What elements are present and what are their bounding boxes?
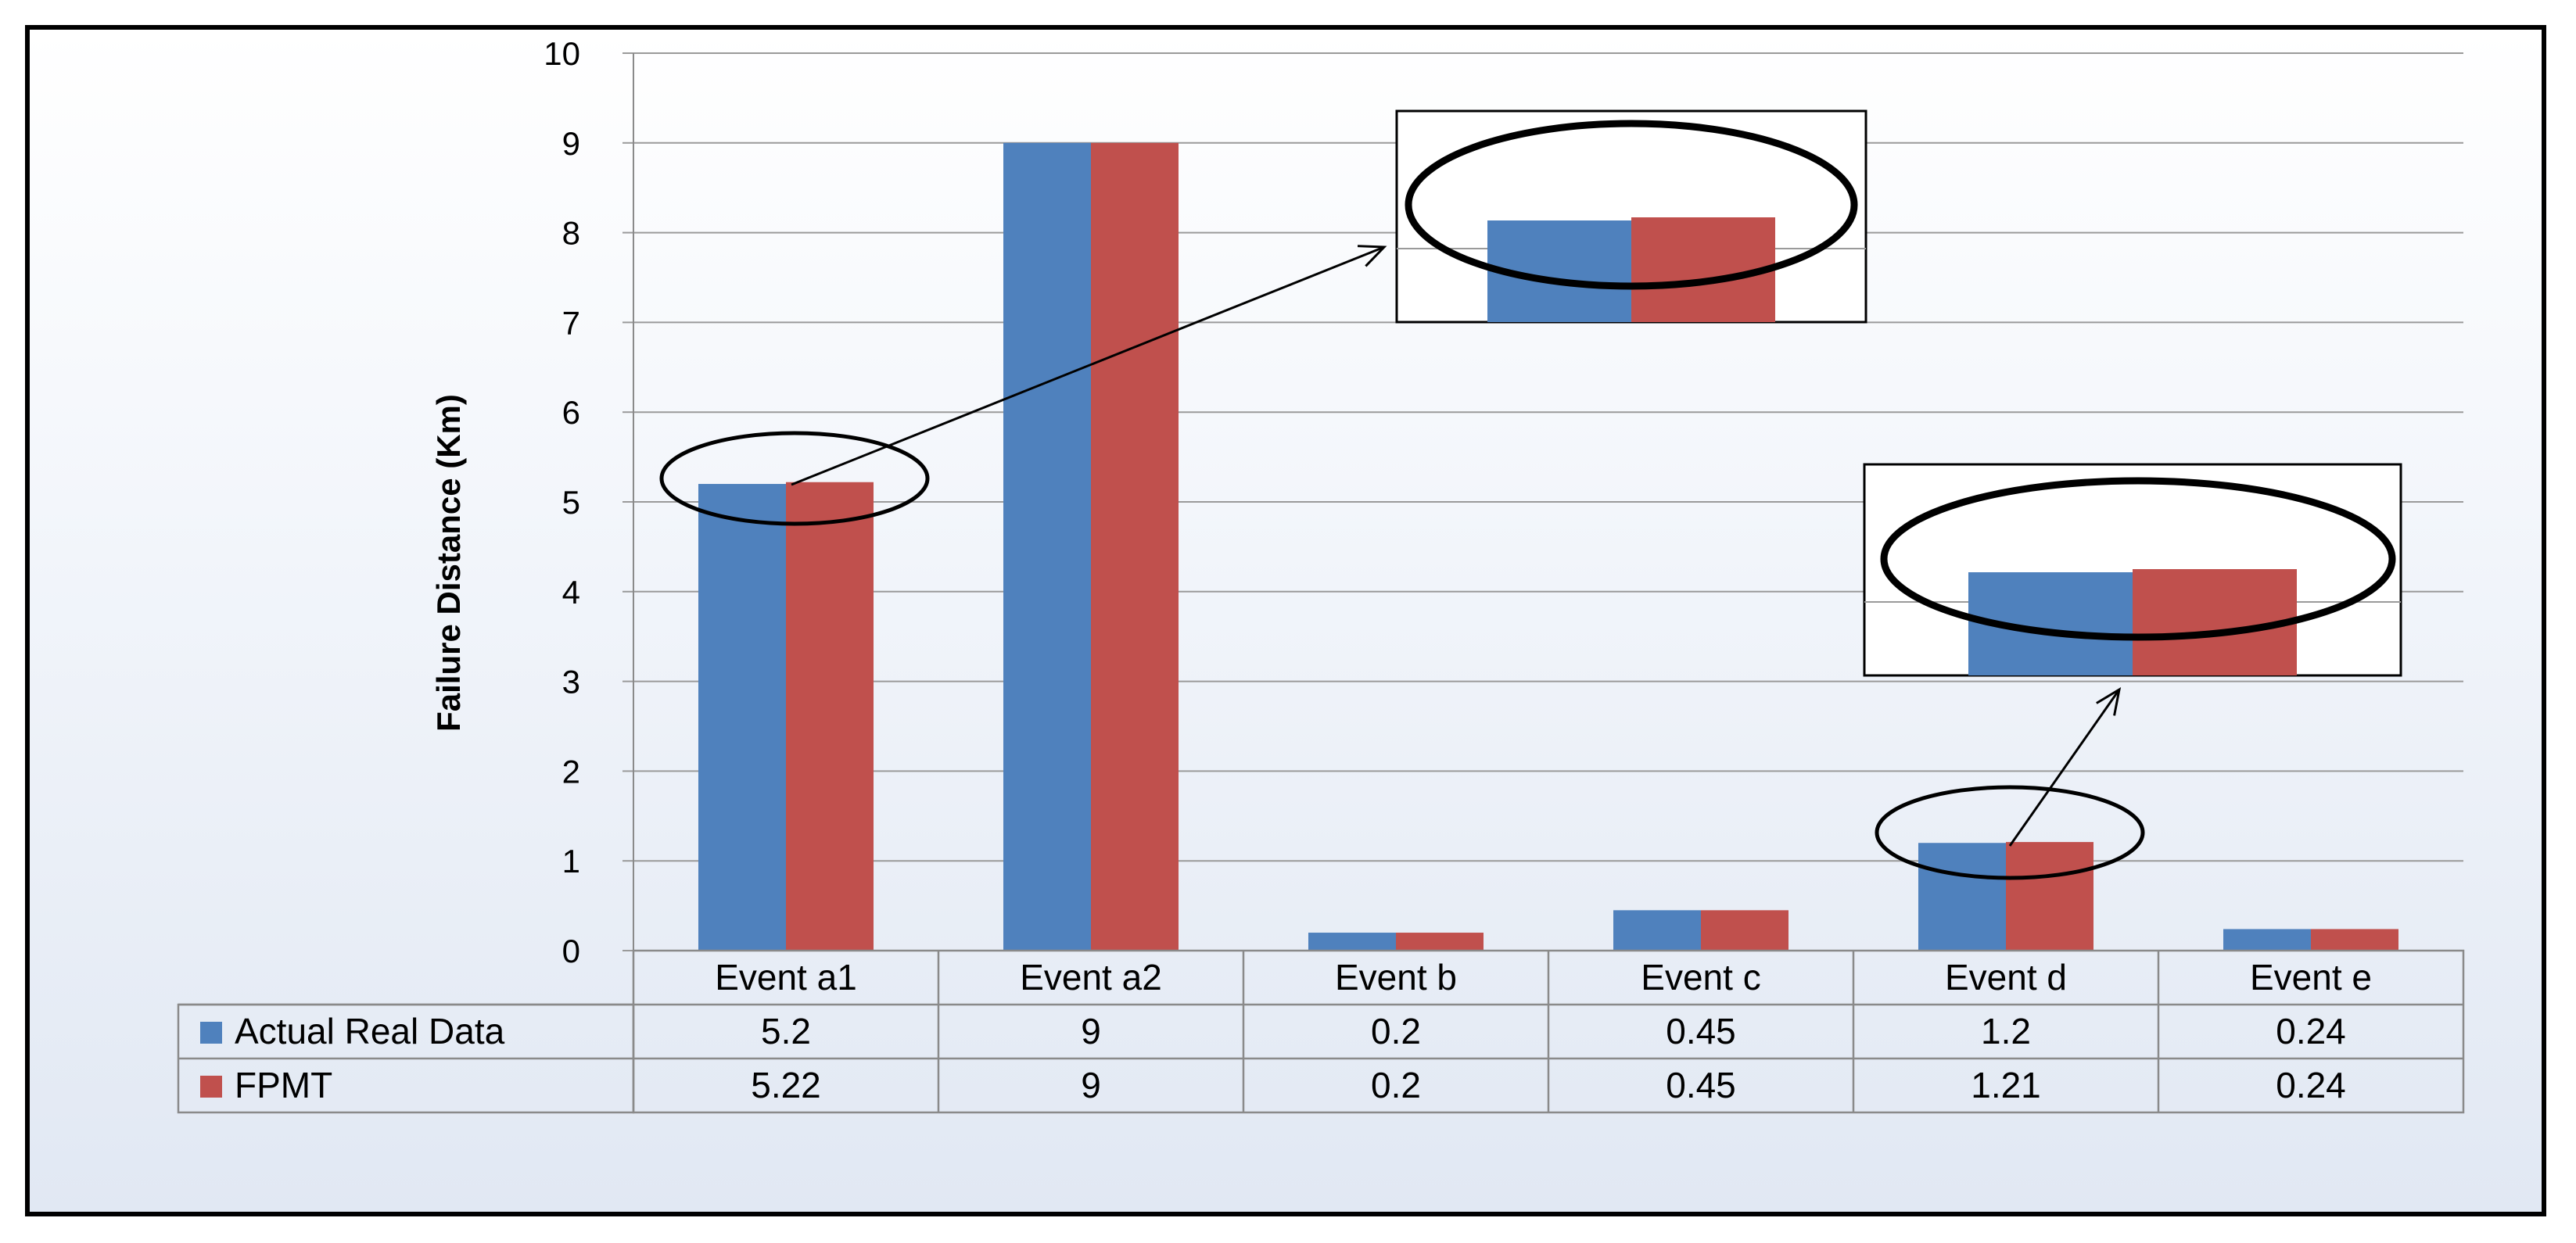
y-tick-label: 9	[562, 125, 580, 162]
bar-actual-real-data-3	[1308, 933, 1396, 951]
y-tick-label: 10	[544, 35, 580, 72]
y-axis-label: Failure Distance (Km)	[430, 394, 467, 732]
x-category-label: Event a2	[1020, 957, 1162, 998]
y-tick-label: 5	[562, 484, 580, 521]
y-tick-label: 6	[562, 394, 580, 431]
zoom-ellipse	[1880, 477, 2396, 641]
arrow-line	[2008, 689, 2121, 847]
bar-fpmt-5	[2006, 842, 2093, 951]
highlight-ellipse	[1875, 785, 2145, 880]
inset-bar-fpmt	[2133, 569, 2297, 675]
bar-actual-real-data-5	[1918, 843, 2006, 951]
table-value: 1.21	[1971, 1065, 2041, 1105]
inset-bar-fpmt	[1631, 217, 1775, 322]
y-tick-label: 4	[562, 574, 580, 611]
bar-fpmt-3	[1396, 933, 1484, 951]
x-category-label: Event b	[1335, 957, 1457, 998]
x-category-label: Event d	[1945, 957, 2067, 998]
table-value: 0.2	[1371, 1011, 1421, 1051]
y-tick-label: 3	[562, 664, 580, 700]
y-axis-ticks: 0 1 2 3 4 5 6 7 8 9 10	[544, 35, 580, 969]
y-tick-label: 0	[562, 933, 580, 969]
legend-swatch	[200, 1076, 222, 1098]
arrow-line	[791, 245, 1385, 486]
arrow-head	[1357, 245, 1387, 267]
table-value: 0.24	[2276, 1011, 2346, 1051]
x-category-label: Event c	[1641, 957, 1760, 998]
table-value: 9	[1081, 1065, 1101, 1105]
zoom-arrow-event-d	[2008, 686, 2122, 847]
zoom-ellipse	[1405, 120, 1858, 290]
legend-label: FPMT	[235, 1065, 332, 1105]
table-value: 0.2	[1371, 1065, 1421, 1105]
legend-swatch	[200, 1022, 222, 1044]
data-table: Event a1 Event a2 Event b Event c Event d Eve…	[177, 949, 2465, 1114]
highlight-ellipse	[659, 431, 930, 526]
x-category-label: Event e	[2250, 957, 2372, 998]
bar-actual-real-data-2	[1003, 142, 1091, 951]
table-value: 0.45	[1666, 1011, 1736, 1051]
x-category-label: Event a1	[715, 957, 857, 998]
zoom-inset-event-a1	[1395, 109, 1867, 324]
y-tick-label: 2	[562, 753, 580, 790]
table-value: 5.22	[751, 1065, 821, 1105]
y-tick-label: 7	[562, 304, 580, 341]
y-tick-label: 8	[562, 215, 580, 252]
table-value: 5.2	[761, 1011, 811, 1051]
table-value: 0.24	[2276, 1065, 2346, 1105]
arrow-head	[2096, 686, 2122, 716]
zoom-inset-event-d	[1863, 463, 2402, 677]
bar-actual-real-data-6	[2223, 929, 2311, 951]
bar-actual-real-data-4	[1613, 910, 1701, 951]
bar-fpmt-2	[1091, 142, 1179, 951]
table-value: 1.2	[1981, 1011, 2031, 1051]
table-value: 0.45	[1666, 1065, 1736, 1105]
bars	[698, 142, 2398, 951]
y-tick-label: 1	[562, 843, 580, 879]
table-value: 9	[1081, 1011, 1101, 1051]
bar-fpmt-1	[786, 482, 874, 951]
zoom-arrow-event-a1	[791, 245, 1387, 486]
bar-fpmt-4	[1701, 910, 1788, 951]
zoom-annotations	[659, 109, 2402, 880]
bar-fpmt-6	[2311, 929, 2398, 951]
bar-actual-real-data-1	[698, 484, 786, 951]
legend-label: Actual Real Data	[235, 1011, 505, 1051]
